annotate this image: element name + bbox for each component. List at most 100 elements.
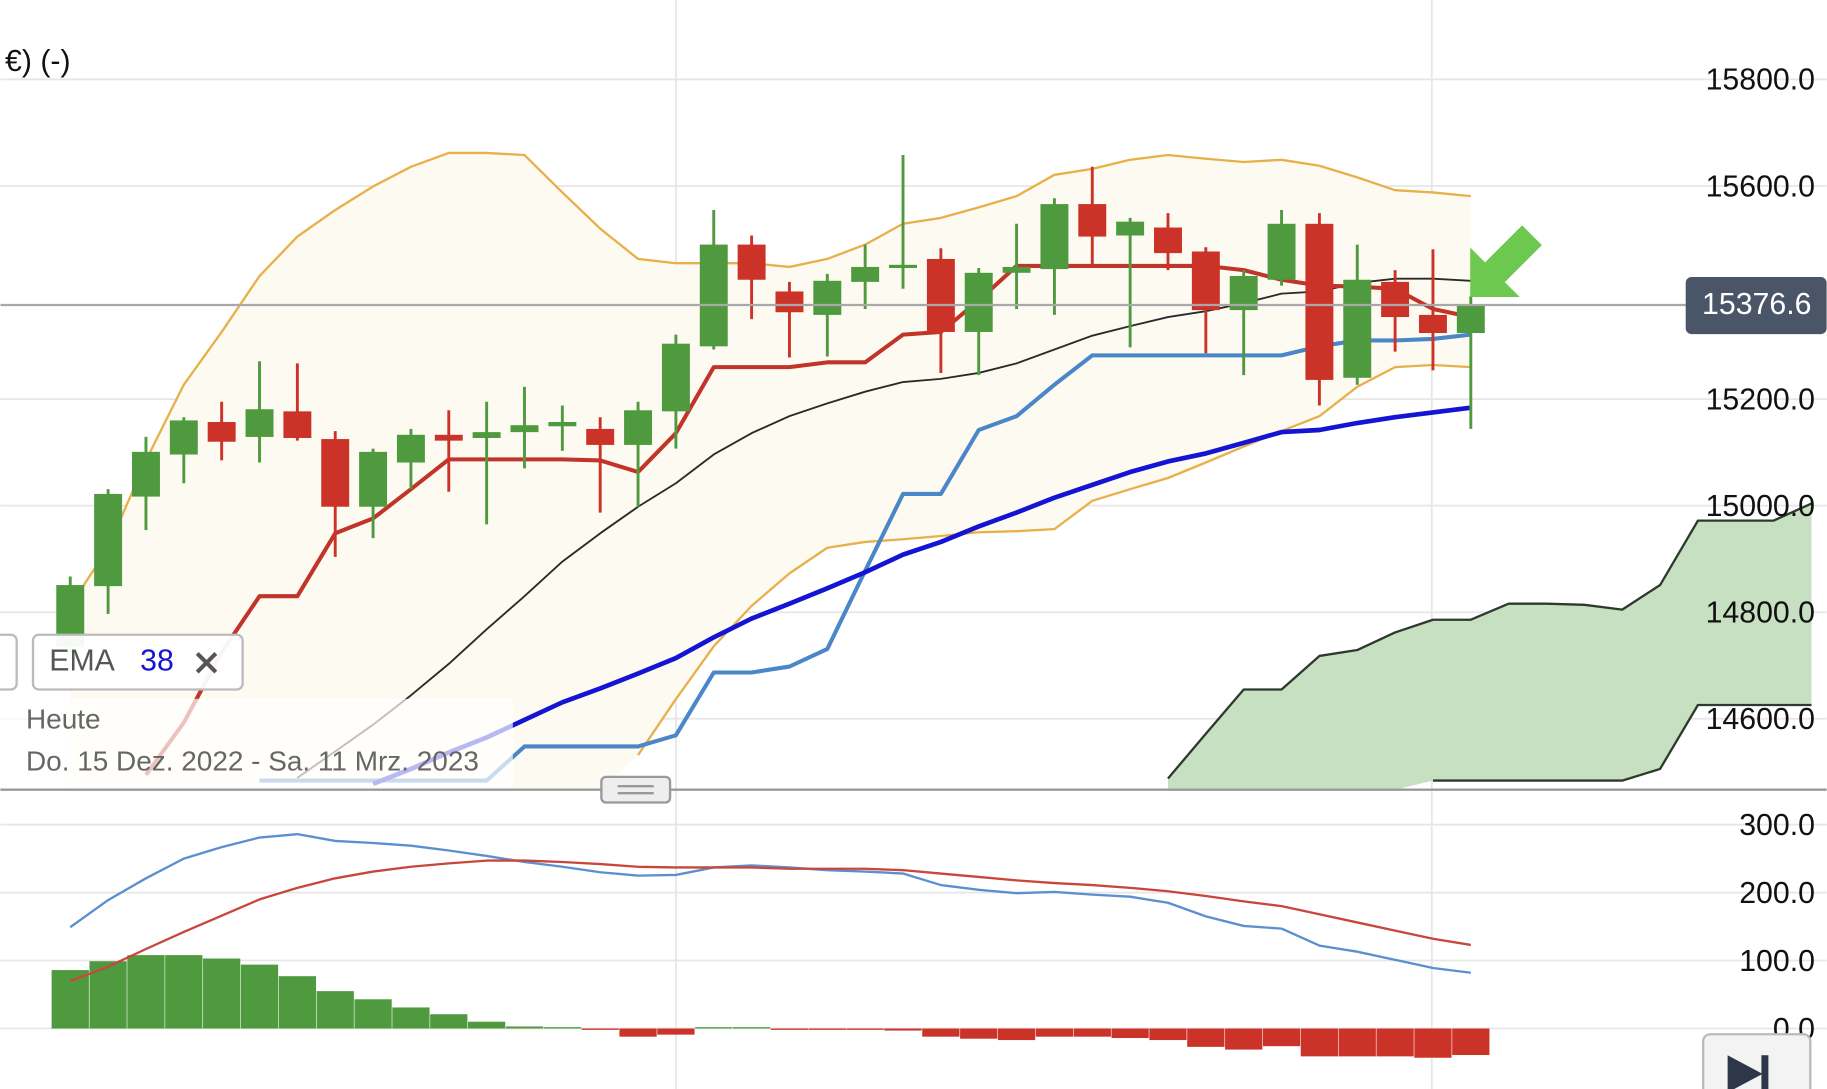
- candle-body: [889, 264, 917, 269]
- candle-body: [510, 425, 539, 433]
- range-info-background: [0, 698, 513, 789]
- histogram-bar: [619, 1028, 657, 1037]
- histogram-bar: [240, 964, 279, 1029]
- candle-body: [359, 451, 388, 507]
- y-tick-label: 14600.0: [1706, 703, 1815, 736]
- candle-body: [1191, 251, 1220, 311]
- histogram-bar: [1414, 1028, 1452, 1058]
- candle-body: [1154, 227, 1182, 254]
- histogram-bar: [1376, 1028, 1414, 1057]
- candle-body: [1078, 204, 1107, 237]
- candle-body: [396, 434, 425, 463]
- candle-body: [434, 434, 463, 441]
- axis: 14600.0 14800.0 15000.0 15200.0 15600.0 15800…: [1706, 64, 1815, 1046]
- legend-label: EMA: [49, 645, 115, 678]
- histogram-bar: [1262, 1028, 1301, 1047]
- candle-body: [1418, 314, 1447, 334]
- legend-item[interactable]: [31, 633, 244, 691]
- arrow: [1470, 225, 1542, 297]
- candle-body: [169, 420, 198, 455]
- candle-body: [207, 422, 236, 442]
- histogram-bar: [808, 1028, 846, 1030]
- histogram-bar: [1225, 1028, 1263, 1050]
- indicator-line: [144, 263, 1472, 776]
- histogram-bar: [51, 970, 89, 1029]
- y-tick-label: 200.0: [1739, 877, 1815, 910]
- histogram-bar: [468, 1021, 506, 1029]
- candle-body: [283, 411, 312, 438]
- candle-body: [661, 343, 690, 412]
- y-tick-label: 15200.0: [1706, 383, 1815, 416]
- candle-body: [1040, 204, 1069, 270]
- histogram-bar: [354, 999, 392, 1029]
- histogram-bar: [1073, 1028, 1111, 1037]
- last-price-box: [1685, 277, 1827, 335]
- band-fill: [1167, 503, 1812, 790]
- histogram-bar: [127, 955, 165, 1029]
- y-tick-label: 100.0: [1739, 945, 1815, 978]
- histogram-bar: [884, 1028, 922, 1031]
- candle-body: [472, 432, 501, 438]
- chart-title: €) (-): [5, 45, 71, 78]
- histogram-bar: [1187, 1028, 1225, 1047]
- legend-period: 38: [140, 645, 174, 678]
- candle-body: [813, 280, 842, 315]
- y-tick-label: 14800.0: [1706, 597, 1815, 630]
- histogram-bar: [543, 1027, 581, 1029]
- histogram-bar: [203, 958, 241, 1029]
- histogram-bar: [770, 1028, 809, 1030]
- candle-body: [964, 272, 993, 332]
- candle-body: [321, 439, 350, 507]
- histogram-bar: [922, 1028, 960, 1037]
- candle-body: [131, 451, 160, 497]
- histogram-bar: [732, 1027, 771, 1029]
- candle-body: [737, 244, 766, 280]
- candle-body: [586, 428, 615, 445]
- y-tick-label: 15800.0: [1706, 64, 1815, 97]
- histogram-bar: [581, 1028, 619, 1030]
- histogram-bar: [1300, 1028, 1339, 1057]
- histogram-bar: [1035, 1028, 1074, 1037]
- histogram-bar: [165, 955, 203, 1029]
- histogram-bar: [997, 1028, 1036, 1041]
- band-lower: [1432, 703, 1812, 782]
- period-label: Heute: [26, 703, 101, 734]
- histogram-bar: [316, 991, 354, 1029]
- candle-body: [245, 409, 274, 437]
- main-plot: [0, 151, 1812, 790]
- macd-line: [69, 859, 1471, 983]
- legend-item-partial[interactable]: [0, 633, 18, 691]
- histogram-bar: [695, 1027, 733, 1029]
- candle-body: [1305, 223, 1334, 380]
- legend-remove[interactable]: [195, 651, 218, 674]
- scroll-handle[interactable]: [600, 775, 672, 804]
- range-label: Do. 15 Dez. 2022 - Sa. 11 Mrz. 2023: [26, 745, 479, 776]
- histogram-bar: [392, 1007, 430, 1029]
- candle-body: [624, 410, 653, 445]
- last-price-label: 15376.6: [1702, 288, 1811, 321]
- candle-body: [548, 422, 577, 427]
- band-upper: [69, 151, 1471, 607]
- indicator-line: [372, 405, 1472, 787]
- band-fill: [70, 152, 1471, 790]
- candle-body: [1116, 221, 1145, 236]
- histogram-bar: [1338, 1028, 1376, 1057]
- histogram-bar: [278, 976, 317, 1029]
- band-upper: [1167, 502, 1812, 780]
- candle-body: [775, 291, 804, 313]
- candle-body: [94, 493, 123, 587]
- histogram-bar: [1111, 1028, 1149, 1039]
- histogram-bar: [430, 1014, 468, 1029]
- macd-line: [69, 832, 1471, 974]
- histogram-bar: [1149, 1028, 1187, 1041]
- histogram-bar: [960, 1028, 998, 1039]
- histogram-bar: [846, 1028, 884, 1030]
- band-lower: [637, 363, 1471, 756]
- y-tick-label: 15000.0: [1706, 490, 1815, 523]
- histogram-bar: [505, 1026, 544, 1029]
- indicator-line: [296, 277, 1471, 779]
- y-tick-label: 15600.0: [1706, 170, 1815, 203]
- go-to-end-button[interactable]: [1702, 1033, 1812, 1089]
